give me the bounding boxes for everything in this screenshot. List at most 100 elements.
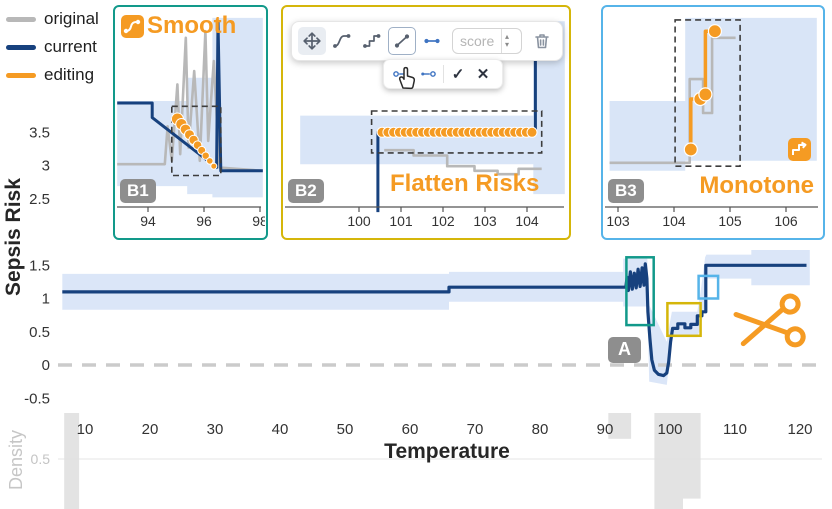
trash-icon	[535, 34, 549, 49]
inset-x-tick-label: 104	[662, 213, 686, 229]
panel-b2-badge: B2	[288, 179, 324, 204]
score-field: ▴ ▾	[452, 28, 522, 54]
legend-label-current: current	[44, 37, 97, 56]
x-tick-label: 90	[597, 421, 614, 438]
monotone-tool-icon	[788, 138, 811, 166]
cancel-button[interactable]: ✕	[476, 66, 490, 83]
density-bar	[608, 413, 632, 439]
y-tick-label: 1	[42, 291, 50, 308]
density-bar	[683, 413, 701, 499]
score-input[interactable]	[453, 33, 501, 49]
selection-rect	[370, 110, 543, 154]
spinner-up-icon[interactable]: ▴	[505, 32, 510, 41]
inset-x-tick-label: 96	[196, 213, 212, 229]
step-interpolate-icon	[363, 34, 381, 48]
confidence-band	[300, 21, 565, 195]
smooth-tool-icon	[121, 15, 144, 43]
legend-label-original: original	[44, 9, 99, 28]
x-tick-label: 40	[272, 421, 289, 438]
panel-b1-chart: 94 96 98	[117, 17, 265, 229]
original-curve	[384, 148, 542, 176]
align-icon	[394, 34, 410, 48]
legend: original current editing	[6, 9, 99, 85]
y-tick-label: -0.5	[24, 390, 50, 407]
y-axis-label: Sepsis Risk	[2, 178, 25, 296]
y-tick-label: 0.5	[29, 324, 50, 341]
panel-b3: 103 104 105 106 Monotone B3	[601, 5, 825, 240]
interpolate-anchor-right-button[interactable]	[416, 62, 440, 86]
inset-x-tick-label: 103	[606, 213, 630, 229]
y-tick-label: 1.5	[29, 257, 50, 274]
panel-b3-chart: 103 104 105 106	[605, 17, 818, 229]
highlight-box-B3	[697, 274, 720, 300]
risk-curve	[62, 262, 807, 378]
y-tick-label: 3	[42, 158, 50, 175]
move-icon	[303, 32, 321, 50]
editing-point	[201, 151, 210, 160]
density-axis-label: Density	[6, 429, 26, 491]
confidence-band	[62, 250, 810, 385]
highlight-box-B2	[666, 301, 702, 338]
legend-swatch-current	[6, 44, 36, 50]
inset-x-tick-label: 94	[140, 213, 156, 229]
region-a-badge: A	[608, 337, 641, 363]
interpolate-icon	[333, 34, 351, 48]
merge-icon	[424, 38, 440, 44]
merge-tool-button[interactable]	[418, 27, 446, 55]
highlight-box-B1	[625, 256, 655, 327]
density-bar	[654, 413, 683, 509]
editing-point	[210, 162, 218, 170]
hand-cursor-icon	[395, 65, 417, 95]
inset-x-tick-label: 103	[473, 213, 497, 229]
toolbar-divider	[443, 65, 444, 83]
selection-rect	[674, 19, 741, 168]
panel-b3-badge: B3	[608, 179, 644, 204]
step-interpolate-tool-button[interactable]	[358, 27, 386, 55]
interpolate-tool-button[interactable]	[328, 27, 356, 55]
legend-item-original: original	[6, 9, 99, 29]
editing-point	[698, 87, 713, 102]
legend-item-current: current	[6, 37, 99, 57]
score-spinner[interactable]: ▴ ▾	[501, 29, 512, 53]
confirm-button[interactable]: ✓	[451, 66, 465, 83]
inset-x-tick-label: 105	[718, 213, 742, 229]
edit-toolbar: ▴ ▾	[291, 21, 563, 61]
inset-x-tick-label: 98	[252, 213, 265, 229]
editing-point	[206, 157, 214, 165]
x-tick-label: 30	[207, 421, 224, 438]
x-tick-label: 10	[77, 421, 94, 438]
inset-x-tick-label: 104	[515, 213, 539, 229]
inset-x-tick-label: 101	[389, 213, 413, 229]
panel-b2: 100 101 102 103 104 ▴ ▾	[281, 5, 571, 240]
legend-swatch-editing	[6, 72, 36, 78]
x-axis-label: Temperature	[384, 440, 510, 463]
confidence-band	[117, 17, 263, 198]
y-tick-label: 3.5	[29, 124, 50, 141]
align-tool-button[interactable]	[388, 27, 416, 55]
y-tick-label: 0	[42, 357, 50, 374]
x-tick-label: 100	[657, 421, 682, 438]
move-tool-button[interactable]	[298, 27, 326, 55]
legend-label-editing: editing	[44, 65, 95, 84]
panel-b1-title: Smooth	[147, 12, 237, 39]
spinner-down-icon[interactable]: ▾	[505, 40, 510, 49]
x-tick-label: 60	[402, 421, 419, 438]
panel-b3-title: Monotone	[699, 172, 814, 199]
x-tick-label: 50	[337, 421, 354, 438]
x-tick-label: 110	[723, 421, 747, 438]
inset-x-tick-label: 106	[774, 213, 798, 229]
panel-b1-badge: B1	[120, 179, 156, 204]
panel-b2-title: Flatten Risks	[390, 170, 540, 197]
anchor-right-icon	[421, 71, 436, 77]
density-bar	[64, 413, 80, 509]
editing-point	[707, 24, 723, 39]
editing-point	[526, 126, 538, 138]
delete-button[interactable]	[528, 27, 556, 55]
y-tick-label: 2.5	[29, 191, 50, 208]
x-tick-label: 20	[142, 421, 159, 438]
x-tick-label: 80	[532, 421, 549, 438]
scissors-icon	[731, 290, 815, 370]
legend-swatch-original	[6, 16, 36, 22]
